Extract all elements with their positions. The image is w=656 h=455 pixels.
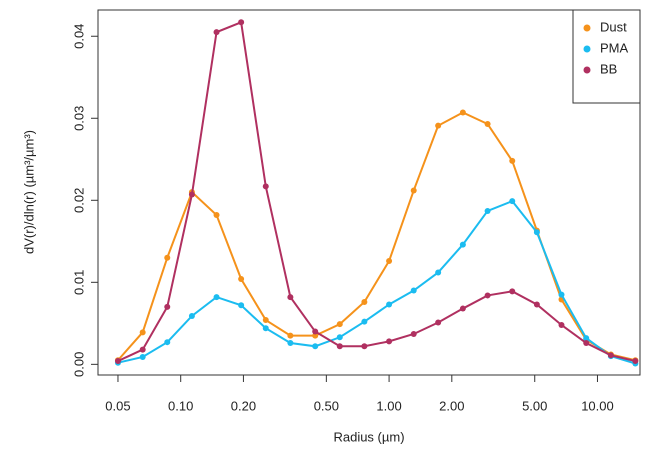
legend-marker xyxy=(583,66,591,74)
x-tick-label: 0.50 xyxy=(314,398,339,413)
y-axis-label: dV(r)/dln(r) (µm³/µm³) xyxy=(21,130,36,254)
data-point xyxy=(164,254,171,261)
data-point xyxy=(262,325,269,332)
series-line xyxy=(117,199,636,365)
data-point xyxy=(213,212,220,219)
data-point xyxy=(336,334,343,341)
data-point xyxy=(164,339,171,346)
data-point xyxy=(583,340,590,347)
data-point xyxy=(632,358,639,365)
data-point xyxy=(139,329,146,336)
x-tick-label: 2.00 xyxy=(439,398,464,413)
data-point xyxy=(410,187,417,194)
data-point xyxy=(287,332,294,339)
data-point xyxy=(386,338,393,345)
y-tick-label: 0.01 xyxy=(71,270,86,295)
data-point xyxy=(410,330,417,337)
data-point xyxy=(336,321,343,328)
data-point xyxy=(509,288,516,295)
y-tick-label: 0.04 xyxy=(71,24,86,49)
data-point xyxy=(459,305,466,312)
data-point xyxy=(262,317,269,324)
data-point xyxy=(484,292,491,299)
data-point xyxy=(238,302,245,309)
x-tick-label: 0.05 xyxy=(105,398,130,413)
x-axis-label: Radius (µm) xyxy=(333,429,404,444)
data-point xyxy=(164,303,171,310)
data-point xyxy=(262,183,269,190)
y-tick-label: 0.00 xyxy=(71,352,86,377)
data-point xyxy=(459,241,466,248)
legend-label: BB xyxy=(600,61,617,76)
data-point xyxy=(410,287,417,294)
data-point xyxy=(336,343,343,350)
data-point xyxy=(213,29,220,36)
data-point xyxy=(607,352,614,359)
data-point xyxy=(386,257,393,264)
data-point xyxy=(238,276,245,283)
data-point xyxy=(386,301,393,308)
data-point xyxy=(139,353,146,360)
data-point xyxy=(188,312,195,319)
data-point xyxy=(533,301,540,308)
y-tick-label: 0.03 xyxy=(71,106,86,131)
data-point xyxy=(287,294,294,301)
series-line xyxy=(117,20,636,363)
data-point xyxy=(312,328,319,335)
x-tick-label: 10.00 xyxy=(581,398,614,413)
data-point xyxy=(509,157,516,164)
data-point xyxy=(361,299,368,305)
data-point xyxy=(533,229,540,236)
x-tick-label: 0.20 xyxy=(231,398,256,413)
legend-label: PMA xyxy=(600,40,629,55)
x-tick-label: 5.00 xyxy=(522,398,547,413)
legend-box xyxy=(572,9,641,104)
legend-marker xyxy=(583,24,591,32)
data-point xyxy=(312,332,319,339)
x-tick-label: 0.10 xyxy=(168,398,193,413)
data-point xyxy=(312,343,319,350)
y-tick-label: 0.02 xyxy=(71,188,86,213)
data-point xyxy=(435,269,442,276)
data-point xyxy=(139,346,146,353)
data-point xyxy=(583,335,590,342)
data-point xyxy=(484,207,491,214)
plot-frame xyxy=(97,9,641,376)
data-point xyxy=(213,294,220,301)
data-point xyxy=(558,291,565,298)
data-point xyxy=(114,358,121,365)
data-point xyxy=(188,191,195,198)
data-point xyxy=(435,319,442,326)
data-point xyxy=(484,121,491,128)
data-point xyxy=(287,340,294,347)
data-point xyxy=(509,198,516,205)
x-tick-label: 1.00 xyxy=(376,398,401,413)
legend-marker xyxy=(583,45,591,53)
data-point xyxy=(238,19,245,26)
data-point xyxy=(459,109,466,116)
data-point xyxy=(435,122,442,129)
legend-label: Dust xyxy=(600,19,627,34)
data-point xyxy=(361,343,368,350)
data-point xyxy=(558,321,565,328)
data-point xyxy=(361,318,368,325)
